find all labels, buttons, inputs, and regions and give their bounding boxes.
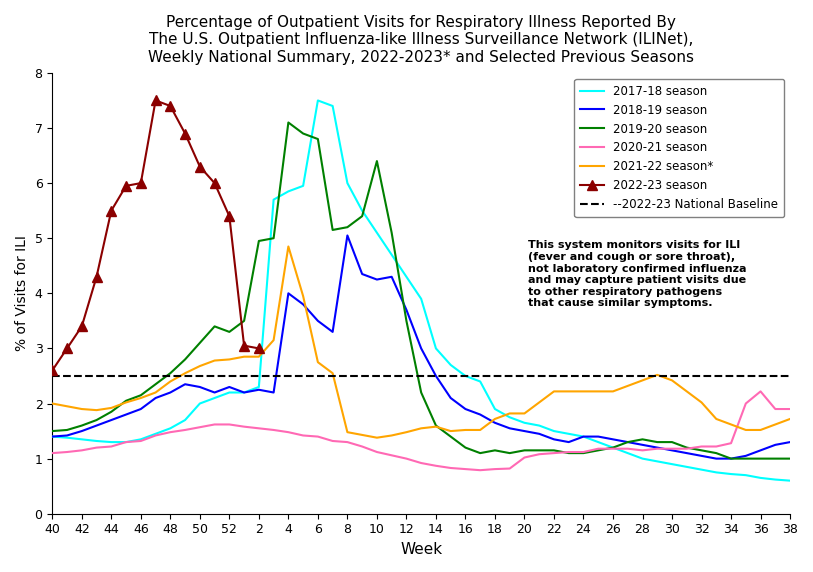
Y-axis label: % of Visits for ILI: % of Visits for ILI [15, 236, 29, 351]
X-axis label: Week: Week [400, 542, 442, 557]
Legend: 2017-18 season, 2018-19 season, 2019-20 season, 2020-21 season, 2021-22 season*,: 2017-18 season, 2018-19 season, 2019-20 … [574, 79, 785, 217]
Text: This system monitors visits for ILI
(fever and cough or sore throat),
not labora: This system monitors visits for ILI (fev… [528, 240, 746, 308]
Title: Percentage of Outpatient Visits for Respiratory Illness Reported By
The U.S. Out: Percentage of Outpatient Visits for Resp… [148, 15, 694, 65]
